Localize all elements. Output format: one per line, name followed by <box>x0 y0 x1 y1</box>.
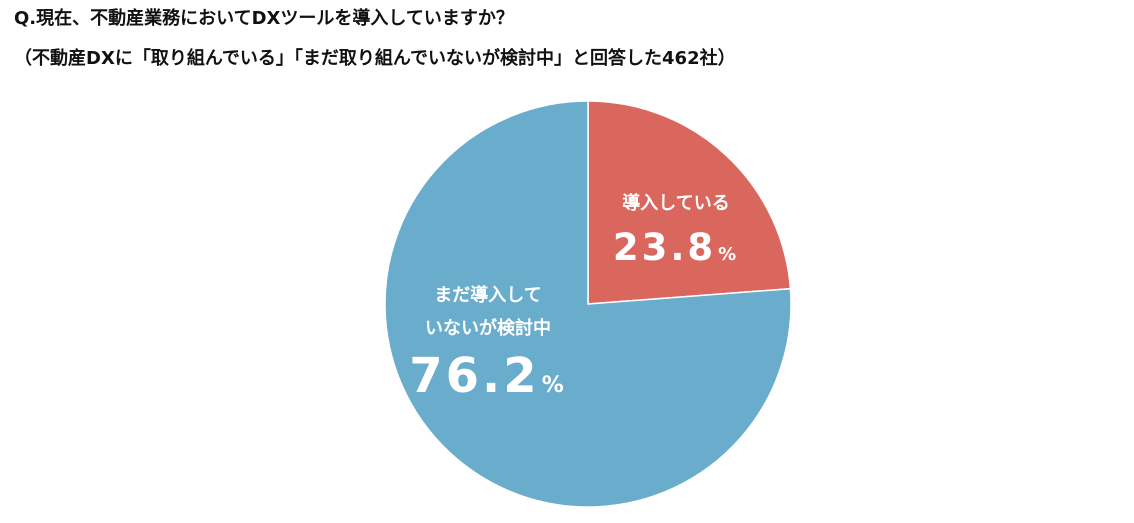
slice-1-value-label: 23.8% <box>613 226 739 269</box>
page-subtitle: （不動産DXに「取り組んでいる」「まだ取り組んでいないが検討中」と回答した462… <box>14 48 736 69</box>
page-title: Q.現在、不動産業務においてDXツールを導入していますか？ <box>14 8 514 29</box>
slice-1-label-line-1: 導入している <box>622 192 729 214</box>
slice-2-value-label: 76.2% <box>409 348 566 404</box>
pie-slice-1 <box>587 100 792 305</box>
pie-slice-2 <box>384 100 792 508</box>
slice-2-label-line-2: いないが検討中 <box>425 317 551 339</box>
slice-2-label-line-1: まだ導入して <box>434 284 541 306</box>
